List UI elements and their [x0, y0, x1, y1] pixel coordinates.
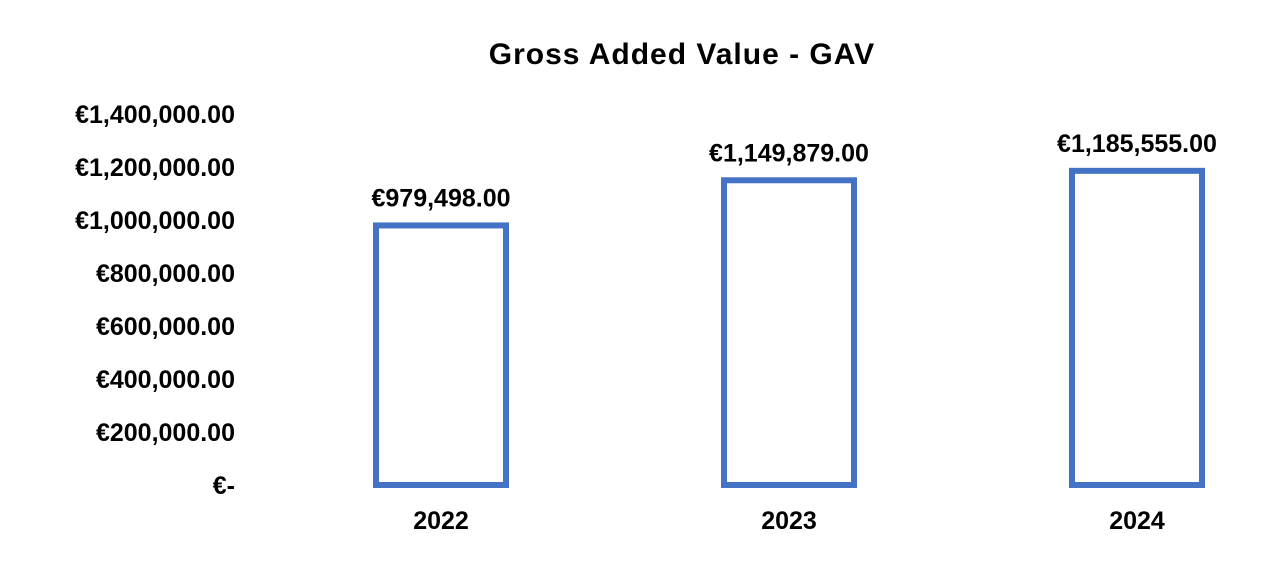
y-tick-label: €600,000.00 [96, 313, 235, 341]
data-label: €1,185,555.00 [1057, 130, 1217, 158]
x-axis: 2022 2023 2024 [413, 507, 1165, 535]
y-tick-label: €1,000,000.00 [75, 207, 235, 235]
bars: €979,498.00 €1,149,879.00 €1,185,555.00 [371, 130, 1217, 489]
bar-2024 [1069, 167, 1205, 489]
y-tick-label: €1,400,000.00 [75, 101, 235, 129]
y-tick-label: €200,000.00 [96, 419, 235, 447]
bar-2022 [373, 222, 509, 488]
x-tick-label: 2022 [413, 507, 469, 535]
x-tick-label: 2024 [1109, 507, 1165, 535]
x-tick-label: 2023 [761, 507, 817, 535]
y-tick-label: €- [213, 472, 235, 500]
data-label: €979,498.00 [371, 184, 510, 212]
y-tick-label: €800,000.00 [96, 260, 235, 288]
chart-title: Gross Added Value - GAV [489, 38, 875, 71]
y-tick-label: €1,200,000.00 [75, 154, 235, 182]
y-axis: €- €200,000.00 €400,000.00 €600,000.00 €800,… [75, 101, 235, 500]
data-label: €1,149,879.00 [709, 139, 869, 167]
bar-2023 [721, 177, 857, 488]
y-tick-label: €400,000.00 [96, 366, 235, 394]
